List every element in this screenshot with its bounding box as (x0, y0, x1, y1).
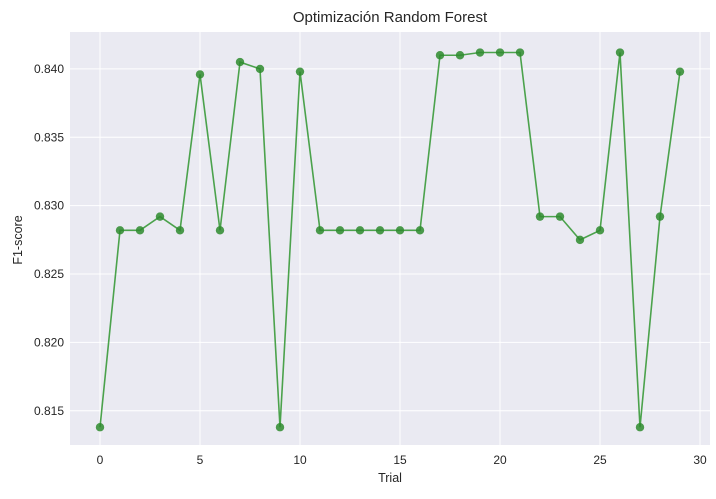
data-point (515, 48, 525, 57)
data-point (555, 212, 565, 221)
series-layer (95, 48, 685, 432)
x-tick-label: 25 (593, 453, 607, 467)
x-tick-label: 10 (293, 453, 307, 467)
y-tick-label: 0.835 (34, 130, 64, 144)
data-point (395, 226, 405, 235)
data-point (635, 423, 645, 432)
y-tick-label: 0.840 (34, 62, 64, 76)
data-point (415, 226, 425, 235)
y-tick-label: 0.815 (34, 404, 64, 418)
data-point (135, 226, 145, 235)
data-point (575, 235, 585, 245)
data-point (295, 67, 305, 76)
data-point (355, 226, 365, 235)
chart-title: Optimización Random Forest (293, 9, 488, 26)
y-axis-ticks: 0.815 0.820 0.825 0.830 0.835 0.840 (34, 62, 64, 418)
plot-area (70, 32, 710, 445)
y-tick-label: 0.830 (34, 199, 64, 213)
data-point (155, 212, 165, 221)
x-tick-label: 20 (493, 453, 507, 467)
x-axis-ticks: 0 5 10 15 20 25 30 (97, 453, 707, 467)
data-point (595, 226, 605, 235)
data-point (215, 226, 225, 235)
data-point (615, 48, 625, 57)
y-axis-label: F1-score (11, 215, 25, 264)
data-point (375, 226, 385, 235)
data-point (235, 57, 245, 67)
x-tick-label: 5 (197, 453, 204, 467)
data-point (95, 423, 105, 432)
data-point (495, 48, 505, 57)
data-point (435, 51, 445, 60)
data-point (255, 64, 265, 74)
data-point (175, 226, 185, 235)
x-tick-label: 30 (693, 453, 707, 467)
data-point (335, 226, 345, 235)
data-point (275, 423, 285, 432)
grid (70, 32, 710, 445)
y-tick-label: 0.820 (34, 335, 64, 349)
data-point (195, 70, 205, 79)
data-point (475, 48, 485, 57)
x-tick-label: 15 (393, 453, 407, 467)
data-point (455, 51, 465, 60)
y-tick-label: 0.825 (34, 267, 64, 281)
x-tick-label: 0 (97, 453, 104, 467)
data-point (675, 67, 685, 76)
data-point (315, 226, 325, 235)
data-point (115, 226, 125, 235)
data-point (535, 212, 545, 221)
x-axis-label: Trial (378, 471, 402, 485)
data-point (655, 212, 665, 221)
